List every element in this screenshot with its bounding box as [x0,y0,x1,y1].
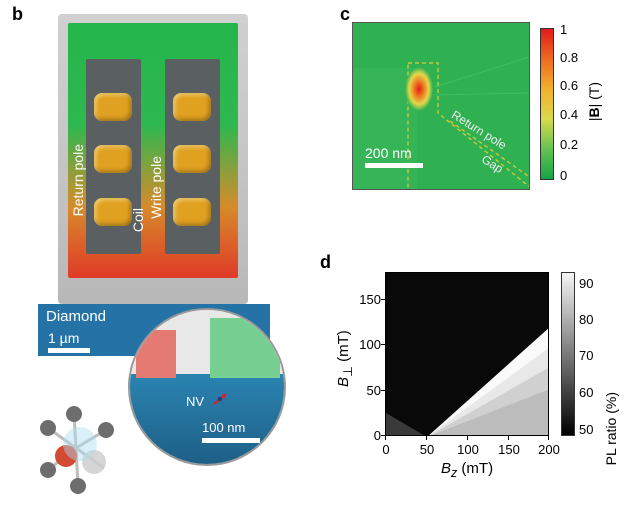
inset-circle: NV 100 nm [128,308,286,466]
tick-mark [381,344,385,345]
panel-b: Return pole Coil Write pole Diamond 1 µm… [28,8,278,488]
label-nv: NV [186,394,204,409]
tick-mark [381,299,385,300]
label-return-pole: Return pole [70,144,86,216]
cbar-c-tick: 0.6 [560,78,578,93]
pl-ratio-map [385,272,549,436]
label-diamond: Diamond [46,308,106,325]
label-write-pole: Write pole [148,156,164,219]
colorbar-d [561,272,575,436]
nv-spin-arrow-icon [210,390,232,408]
scalebar-c-text: 200 nm [365,145,412,161]
label-coil: Coil [130,208,146,232]
inset-diamond [130,374,284,464]
cbar-c-tick: 0.4 [560,107,578,122]
ytick-d: 0 [363,428,381,443]
panel-label-c: c [340,4,350,25]
panel-d: 0 50 100 150 0 50 100 150 200 B⊥ (mT) Bz… [343,262,613,492]
scalebar-b [48,348,90,353]
tick-mark [548,436,549,440]
scalebar-c [365,163,423,168]
tick-mark [508,436,509,440]
xtick-d: 50 [415,442,439,457]
coil-pad [173,198,211,226]
xtick-d: 200 [534,442,564,457]
coil-pad [173,145,211,173]
panel-c: 200 nm Return pole Gap 1 0.8 0.6 0.4 0.2… [352,22,562,197]
coil-pad [94,145,132,173]
coil-pad [94,198,132,226]
cbar-c-tick: 0 [560,168,567,183]
tick-mark [426,436,427,440]
sem-device-overlay [68,23,238,278]
panel-label-d: d [320,252,331,273]
cbar-c-tick: 1 [560,22,567,37]
ytick-d: 50 [357,383,381,398]
scalebar-inset-text: 100 nm [202,420,245,435]
cbar-d-tick: 50 [579,422,593,437]
xtick-d: 150 [495,442,523,457]
scalebar-b-text: 1 µm [48,330,79,346]
nv-molecule-icon [28,400,128,496]
scalebar-inset [202,438,260,443]
colorbar-d-label: PL ratio (%) [603,392,619,465]
ytick-d: 100 [353,337,381,352]
panel-label-b: b [12,4,23,25]
cbar-d-tick: 70 [579,348,593,363]
inset-write-pole [210,318,280,378]
colorbar-c [540,28,554,180]
cbar-d-tick: 80 [579,312,593,327]
cbar-c-tick: 0.2 [560,137,578,152]
xlabel-d: Bz (mT) [441,460,493,480]
inset-return-pole [136,330,176,378]
tick-mark [385,436,386,440]
xtick-d: 100 [454,442,482,457]
ytick-d: 150 [353,292,381,307]
tick-mark [381,390,385,391]
cbar-c-tick: 0.8 [560,50,578,65]
ylabel-d: B⊥ (mT) [335,330,355,387]
coil-pad [173,93,211,121]
coil-pad [94,93,132,121]
xtick-d: 0 [377,442,395,457]
pl-ratio-svg [386,273,549,436]
cbar-d-tick: 90 [579,276,593,291]
cbar-d-tick: 60 [579,385,593,400]
field-map: 200 nm Return pole Gap [352,22,530,190]
colorbar-c-label: |B| (T) [586,82,602,121]
tick-mark [467,436,468,440]
